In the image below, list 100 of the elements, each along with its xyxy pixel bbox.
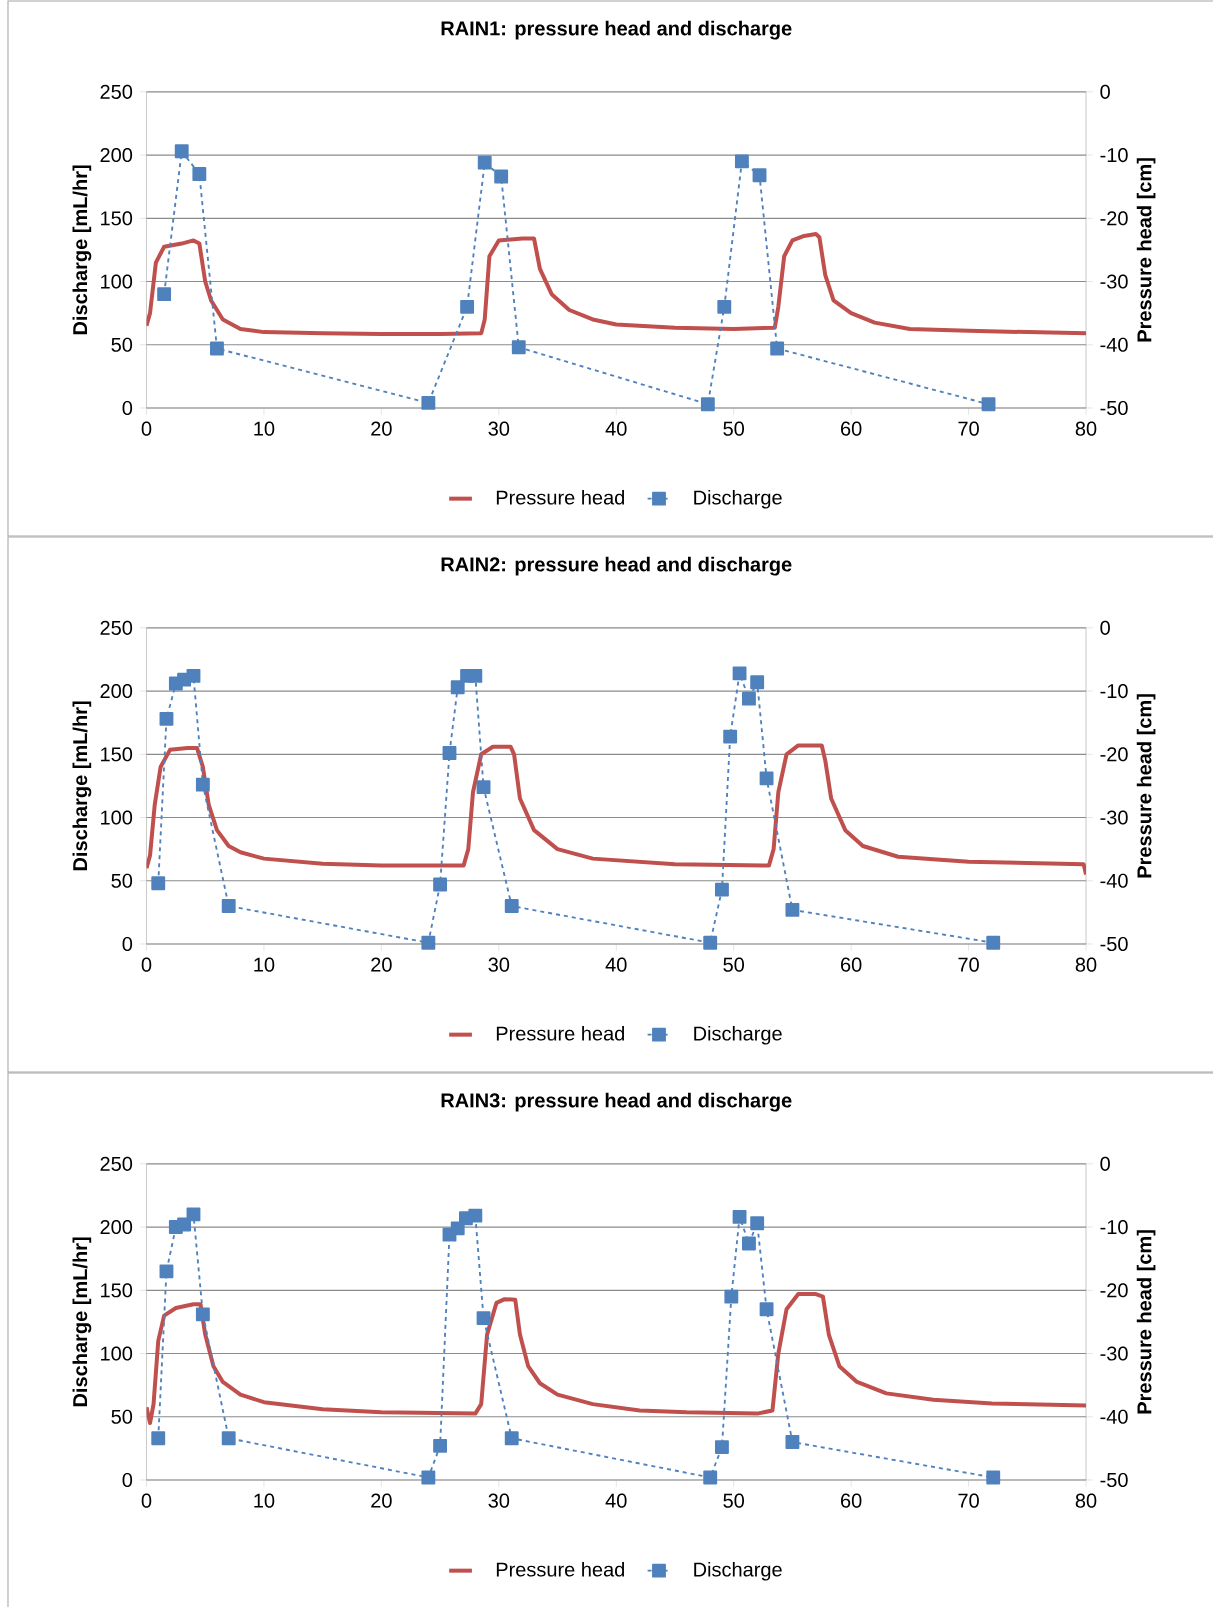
y2-tick-label: 0	[1100, 620, 1110, 635]
point	[210, 341, 224, 356]
y2-tick-label: -20	[1100, 211, 1128, 226]
y-tick-label: 150	[101, 747, 133, 762]
point	[433, 877, 448, 892]
point	[192, 167, 207, 181]
legend-label: Discharge	[694, 489, 782, 509]
point	[450, 680, 465, 695]
point	[195, 1307, 210, 1322]
legend-label: Discharge	[694, 1025, 782, 1045]
point	[981, 397, 996, 412]
x-tick-label: 0	[141, 421, 152, 436]
x-tick-label: 80	[1075, 957, 1097, 972]
point	[494, 169, 509, 184]
x-tick-label: 70	[958, 1493, 979, 1508]
point	[159, 711, 174, 726]
y2-tick-label: -10	[1100, 683, 1128, 699]
y-tick-label: 250	[100, 84, 133, 99]
y-axis-title: Discharge [mL/hr]	[72, 165, 92, 335]
x-tick-label: 40	[605, 957, 627, 972]
point	[759, 1302, 774, 1317]
point	[986, 1470, 1001, 1485]
point	[703, 1470, 718, 1485]
x-tick-label: 70	[958, 957, 979, 972]
y2-tick-label: 0	[1100, 84, 1110, 99]
x-tick-label: 50	[723, 1493, 745, 1508]
x-tick-label: 20	[371, 1493, 392, 1508]
point	[785, 902, 800, 917]
point	[476, 780, 491, 795]
y-tick-label: 0	[122, 400, 133, 416]
point	[700, 397, 715, 412]
y-tick-label: 200	[100, 147, 133, 163]
point	[986, 935, 1001, 950]
point	[421, 935, 436, 950]
y2-tick-label: -30	[1100, 810, 1128, 825]
x-tick-label: 60	[841, 957, 862, 972]
x-tick-label: 20	[371, 421, 392, 436]
y2-tick-label: -50	[1100, 1472, 1128, 1488]
y-tick-label: 200	[100, 1219, 133, 1235]
point	[752, 168, 767, 183]
y-tick-label: 100	[101, 274, 133, 289]
point	[742, 691, 756, 706]
point	[504, 1431, 519, 1446]
y-tick-label: 0	[122, 1472, 133, 1488]
x-tick-label: 80	[1075, 421, 1097, 436]
point	[186, 1207, 201, 1222]
y-tick-label: 50	[111, 873, 133, 888]
y2-tick-label: -40	[1100, 873, 1128, 888]
legend-label: Discharge	[694, 1561, 782, 1581]
x-tick-label: 30	[488, 957, 510, 972]
point	[732, 1209, 747, 1224]
x-tick-label: 0	[141, 957, 152, 972]
point	[511, 340, 526, 355]
point	[723, 729, 738, 744]
y-tick-label: 200	[100, 683, 133, 699]
y-tick-label: 150	[101, 1283, 133, 1298]
point	[770, 341, 785, 356]
point	[186, 668, 201, 683]
point	[159, 1264, 174, 1279]
legend-label: Pressure head	[496, 489, 625, 505]
y2-tick-label: -50	[1100, 936, 1128, 952]
x-tick-label: 70	[958, 421, 979, 436]
y-axis-title: Discharge [mL/hr]	[72, 701, 92, 871]
point	[759, 771, 774, 786]
x-tick-label: 10	[254, 421, 275, 436]
y2-tick-label: -50	[1100, 400, 1128, 416]
point	[442, 746, 457, 760]
point	[717, 299, 732, 314]
y2-tick-label: -20	[1100, 747, 1128, 762]
point	[174, 144, 189, 159]
x-tick-label: 40	[605, 1493, 627, 1508]
point	[421, 1470, 436, 1485]
y2-tick-label: -30	[1100, 274, 1128, 289]
y-tick-label: 100	[101, 810, 133, 825]
point	[177, 1217, 192, 1232]
point	[750, 1216, 765, 1231]
legend-label: Pressure head	[496, 1025, 625, 1041]
point	[724, 1289, 739, 1304]
y2-tick-label: -30	[1100, 1346, 1128, 1361]
y-tick-label: 0	[122, 936, 133, 952]
y-tick-label: 100	[101, 1346, 133, 1361]
y-tick-label: 150	[101, 211, 133, 226]
x-tick-label: 30	[488, 421, 510, 436]
chart-title: RAIN2: pressure head and discharge	[441, 556, 792, 576]
y2-tick-label: -40	[1100, 1409, 1128, 1424]
point	[742, 1236, 756, 1251]
point	[421, 395, 436, 410]
x-tick-label: 60	[841, 421, 862, 436]
point	[221, 1431, 236, 1446]
point	[468, 668, 483, 683]
x-tick-label: 40	[605, 421, 627, 436]
point	[195, 777, 210, 792]
point	[732, 666, 747, 681]
point	[476, 1311, 491, 1326]
x-tick-label: 10	[254, 957, 275, 972]
point	[715, 1440, 729, 1455]
point	[221, 899, 236, 913]
y-tick-label: 250	[100, 620, 133, 635]
x-tick-label: 10	[254, 1493, 275, 1508]
point	[785, 1435, 800, 1449]
